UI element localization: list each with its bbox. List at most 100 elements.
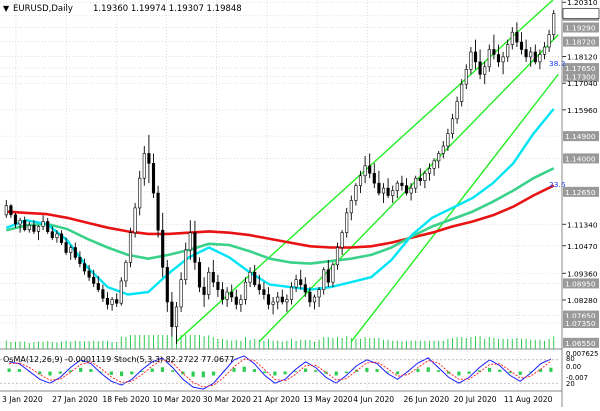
candle-body — [327, 270, 330, 282]
candle-body — [240, 299, 243, 304]
candle-body — [235, 297, 238, 304]
chart-symbol-timeframe: EURUSD,Daily — [13, 4, 73, 14]
candle-body — [212, 272, 215, 282]
candle-body — [304, 285, 307, 292]
osma-bar — [488, 368, 491, 372]
price-axis-label: 1.20310 — [567, 0, 598, 7]
candle-body — [56, 234, 59, 238]
candle-body — [396, 183, 399, 190]
candle-body — [60, 234, 63, 243]
candle-body — [332, 265, 335, 282]
osma-bar — [468, 372, 471, 374]
candle-body — [226, 292, 229, 299]
candle-body — [203, 287, 206, 294]
candle-body — [313, 297, 316, 302]
candle-body — [14, 215, 17, 224]
candle-body — [88, 271, 91, 277]
osma-bar — [161, 367, 164, 372]
osma-bar — [549, 368, 552, 372]
candle-body — [493, 50, 496, 55]
price-axis-label: 1.07350 — [565, 319, 596, 328]
candle-body — [424, 173, 427, 180]
candle-body — [410, 188, 413, 193]
candle-body — [111, 299, 114, 304]
candle-body — [373, 173, 376, 183]
osma-bar — [304, 369, 307, 372]
candle-body — [341, 233, 344, 248]
candle-body — [290, 287, 293, 299]
candle-body — [161, 230, 164, 267]
candle-body — [447, 134, 450, 146]
candle-body — [322, 270, 325, 290]
price-axis-label: 1.12650 — [565, 188, 596, 197]
osma-bar — [335, 372, 338, 376]
osma-bar — [396, 372, 399, 375]
price-axis-label: 1.09360 — [567, 269, 598, 278]
candle-body — [364, 166, 367, 176]
osma-bar — [79, 368, 82, 372]
candle-body — [180, 280, 183, 307]
candle-body — [414, 178, 417, 188]
indicator-axis-label: 0.00 — [566, 363, 581, 371]
osma-bar — [376, 369, 379, 372]
candle-body — [401, 183, 404, 185]
osma-bar — [59, 372, 62, 374]
candle-body — [230, 292, 233, 297]
osma-bar — [48, 372, 51, 376]
osma-bar — [457, 372, 460, 376]
osma-bar — [263, 372, 266, 374]
osma-bar — [365, 368, 368, 372]
candle-body — [529, 52, 532, 57]
candle-body — [138, 178, 141, 208]
time-axis-label: 11 Aug 2020 — [504, 395, 553, 404]
osma-bar — [18, 369, 21, 372]
candle-body — [525, 50, 528, 57]
candle-body — [368, 166, 371, 173]
candle-body — [33, 225, 36, 231]
candle-body — [405, 186, 408, 193]
candle-body — [539, 54, 542, 61]
candle-body — [355, 186, 358, 201]
candle-body — [5, 206, 8, 215]
candle-body — [442, 146, 445, 153]
time-axis-label: 18 Feb 2020 — [102, 395, 149, 404]
osma-bar — [284, 372, 287, 375]
candle-body — [299, 280, 302, 285]
osma-bar — [192, 372, 195, 377]
price-axis-label: 1.08950 — [565, 279, 596, 288]
osma-bar — [253, 369, 256, 372]
candle-body — [456, 101, 459, 118]
candle-body — [166, 267, 169, 302]
candle-body — [382, 188, 385, 193]
candle-body — [249, 272, 252, 282]
candle-body — [295, 280, 298, 287]
candle-body — [272, 302, 275, 304]
price-axis-label: 1.17650 — [565, 64, 596, 73]
candle-body — [470, 52, 473, 69]
candle-body — [152, 163, 155, 193]
candle-body — [460, 84, 463, 101]
candle-body — [437, 153, 440, 160]
candle-body — [479, 62, 482, 74]
candle-body — [189, 233, 192, 250]
osma-bar — [151, 369, 154, 372]
candle-body — [171, 302, 174, 327]
chart-ohlc-values: 1.19360 1.19974 1.19307 1.19848 — [93, 4, 242, 14]
time-axis-label: 26 Jun 2020 — [403, 395, 449, 404]
candle-body — [106, 298, 109, 304]
candle-body — [267, 295, 270, 305]
price-axis-label: 1.17040 — [567, 79, 598, 88]
candle-body — [511, 32, 514, 44]
time-axis-label: 13 May 2020 — [303, 395, 353, 404]
candle-body — [465, 69, 468, 84]
price-axis-label: 1.19290 — [565, 23, 596, 32]
candle-body — [506, 45, 509, 57]
osma-bar — [120, 372, 123, 377]
candle-body — [42, 222, 45, 227]
osma-bar — [89, 369, 92, 372]
indicator-header: OsMA(12,26,9) -0.0001119 Stoch(5,3,3) 82… — [3, 355, 234, 364]
candle-body — [198, 262, 201, 287]
candle-body — [244, 282, 247, 299]
